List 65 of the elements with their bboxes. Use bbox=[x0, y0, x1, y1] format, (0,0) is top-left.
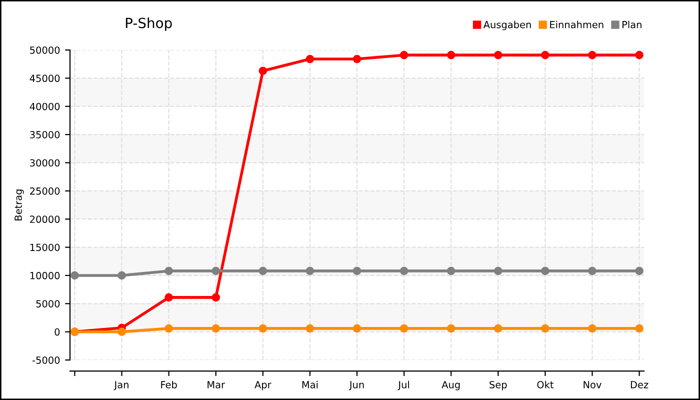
point bbox=[212, 266, 220, 276]
y-tick-label: 45000 bbox=[30, 74, 60, 82]
y-tick-label: 25000 bbox=[30, 187, 60, 195]
point bbox=[212, 324, 220, 333]
y-tick-label: 35000 bbox=[30, 131, 60, 138]
y-tick-label: 40000 bbox=[30, 102, 60, 110]
y-tick-label: 50000 bbox=[30, 46, 60, 54]
point bbox=[306, 266, 314, 276]
legend-label: Plan bbox=[622, 20, 642, 28]
point bbox=[70, 271, 79, 280]
y-tick-label: 5000 bbox=[36, 300, 60, 308]
x-tick-label: Jun bbox=[348, 381, 364, 390]
point bbox=[164, 266, 173, 276]
x-tick-label: Mar bbox=[208, 381, 226, 388]
point bbox=[588, 324, 596, 333]
point bbox=[118, 328, 126, 336]
legend-label: Einnahmen bbox=[550, 20, 604, 28]
x-tick-label: Aug bbox=[442, 381, 460, 390]
point bbox=[494, 50, 502, 60]
point bbox=[306, 54, 314, 64]
point bbox=[258, 324, 268, 333]
point bbox=[164, 293, 173, 302]
point bbox=[446, 266, 456, 276]
y-tick-label: -5000 bbox=[32, 356, 60, 364]
x-tick-label: Jul bbox=[398, 380, 410, 390]
point bbox=[118, 271, 126, 280]
x-tick-label: Dez bbox=[630, 381, 648, 388]
point bbox=[352, 266, 362, 276]
y-axis-title: Betrag bbox=[14, 190, 24, 220]
point bbox=[212, 293, 220, 302]
point bbox=[588, 266, 596, 276]
x-tick-label: Apr bbox=[254, 381, 272, 390]
y-tick-label: 30000 bbox=[30, 159, 60, 167]
y-tick-label: 20000 bbox=[30, 216, 60, 223]
y-tick-label: 10000 bbox=[30, 272, 60, 280]
point bbox=[400, 324, 408, 333]
x-tick-label: Nov bbox=[584, 381, 602, 388]
x-tick-label: Feb bbox=[161, 380, 177, 388]
point bbox=[635, 266, 644, 276]
point bbox=[352, 324, 362, 333]
point bbox=[541, 50, 550, 60]
point bbox=[258, 66, 268, 76]
point bbox=[446, 324, 456, 333]
point bbox=[541, 266, 550, 276]
legend-label: Ausgaben bbox=[483, 20, 531, 30]
point bbox=[164, 324, 173, 333]
point bbox=[446, 50, 456, 60]
point bbox=[541, 324, 550, 333]
point bbox=[400, 50, 408, 60]
point bbox=[635, 50, 644, 60]
point bbox=[588, 50, 596, 60]
x-tick-label: Jan bbox=[114, 381, 128, 390]
point bbox=[352, 54, 362, 64]
point bbox=[400, 266, 408, 276]
point bbox=[258, 266, 268, 276]
point bbox=[494, 324, 502, 333]
chart-title: P-Shop bbox=[126, 17, 172, 31]
x-tick-label: Sep bbox=[490, 381, 507, 390]
y-tick-label: 0 bbox=[54, 328, 60, 336]
point bbox=[635, 324, 644, 333]
point bbox=[306, 324, 314, 333]
x-tick-label: Mai bbox=[302, 380, 318, 388]
point bbox=[494, 266, 502, 276]
y-tick-label: 15000 bbox=[30, 244, 60, 252]
x-tick-label: Okt bbox=[537, 380, 554, 388]
